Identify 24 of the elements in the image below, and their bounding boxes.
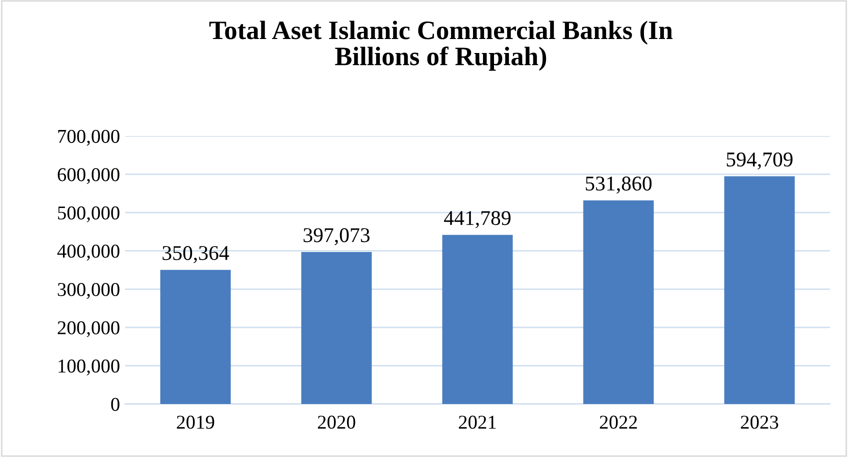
y-tick-label: 600,000: [58, 168, 120, 184]
y-tick-label: 500,000: [58, 206, 120, 222]
x-tick-label: 2019: [176, 416, 214, 429]
bar: [583, 200, 654, 404]
data-label: 441,789: [444, 211, 510, 228]
x-tick-label: 2023: [740, 416, 778, 429]
bar: [301, 252, 372, 404]
y-tick-label: 200,000: [58, 321, 120, 338]
y-tick-label: 700,000: [58, 130, 120, 146]
bar: [160, 270, 231, 404]
y-tick-label: 100,000: [58, 360, 120, 376]
data-label: 594,709: [726, 152, 792, 170]
data-label: 531,860: [586, 176, 652, 194]
data-label: 350,364: [162, 246, 230, 264]
chart-title: Total Aset Islamic Commercial Banks (In Billions of Rupiah): [209, 20, 673, 71]
y-tick-label: 0: [111, 398, 120, 411]
x-tick-label: 2020: [318, 416, 356, 429]
bar: [724, 176, 795, 404]
bar: [442, 234, 513, 404]
x-tick-label: 2022: [600, 416, 637, 429]
x-tick-label: 2021: [458, 416, 496, 429]
y-tick-label: 400,000: [57, 244, 120, 261]
data-label: 397,073: [304, 228, 370, 246]
y-tick-label: 300,000: [58, 282, 120, 299]
